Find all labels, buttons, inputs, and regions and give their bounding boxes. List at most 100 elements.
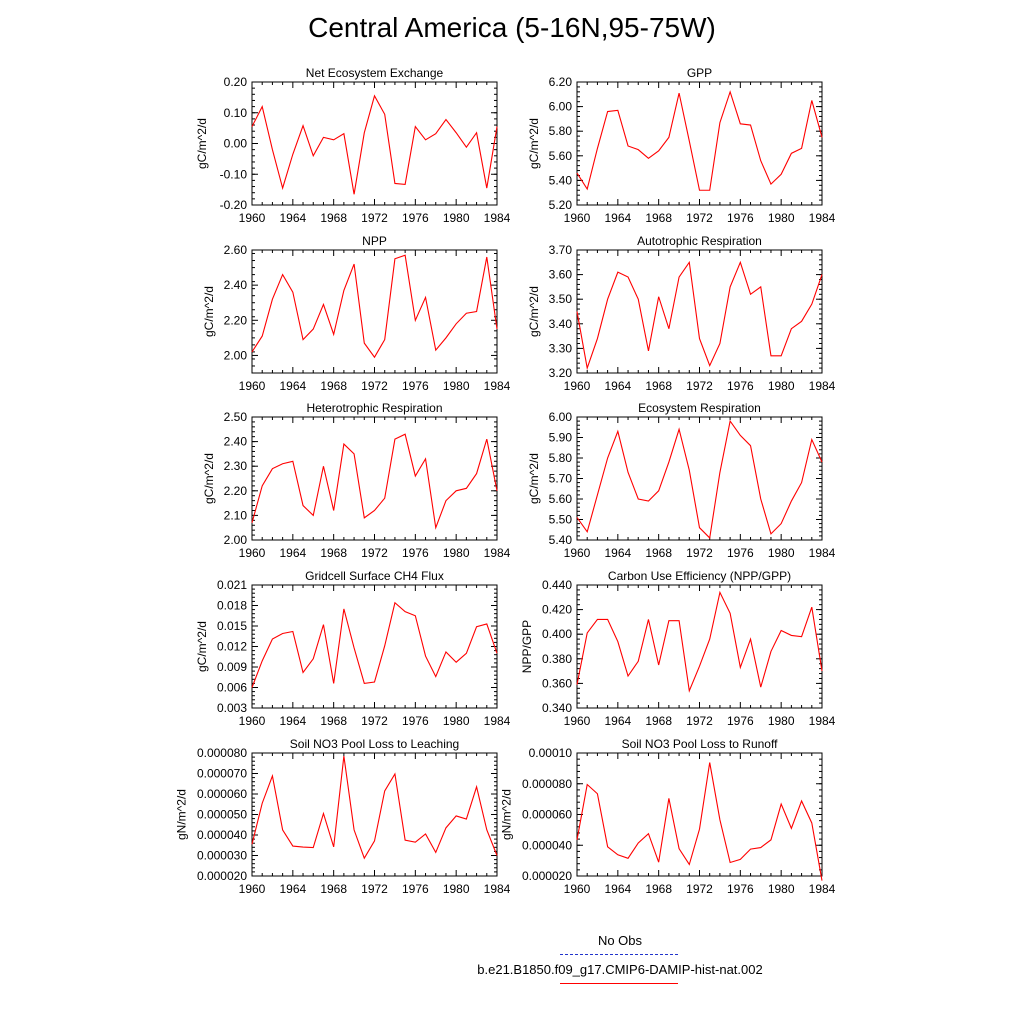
chart-panel-7: Gridcell Surface CH4 Flux 0.003 0.006 0.009… — [195, 569, 511, 728]
series-line — [251, 601, 498, 688]
series-line — [576, 90, 823, 191]
panel-title: NPP — [362, 234, 387, 248]
y-tick-label: 0.380 — [542, 652, 572, 666]
x-tick-label: 1984 — [484, 211, 511, 225]
y-tick-label: 0.000070 — [197, 767, 247, 781]
x-tick-label: 1964 — [279, 211, 306, 225]
x-tick-label: 1964 — [279, 379, 306, 393]
y-tick-label: 2.40 — [224, 435, 248, 449]
y-axis-label: gN/m^2/d — [175, 789, 189, 840]
y-tick-label: 0.021 — [217, 578, 247, 592]
chart-panel-3: NPP 2.00 2.20 2.40 2.60 1960 1964 1968 1972 1976 1… — [202, 234, 511, 393]
x-tick-label: 1960 — [239, 882, 266, 896]
x-tick-label: 1980 — [443, 211, 470, 225]
plot-frame — [576, 584, 823, 709]
y-tick-label: 0.000040 — [522, 838, 572, 852]
y-tick-label: 6.20 — [549, 75, 573, 89]
y-tick-label: 5.80 — [549, 451, 573, 465]
x-tick-label: 1980 — [443, 714, 470, 728]
x-tick-label: 1984 — [484, 546, 511, 560]
x-tick-label: 1980 — [443, 882, 470, 896]
y-tick-label: 2.10 — [224, 508, 248, 522]
chart-panel-8: Carbon Use Efficiency (NPP/GPP) 0.340 0.36… — [520, 569, 836, 728]
y-tick-label: 5.80 — [549, 124, 573, 138]
chart-panel-9: Soil NO3 Pool Loss to Leaching 0.000020 0.… — [175, 737, 511, 896]
y-tick-label: 3.40 — [549, 317, 573, 331]
y-axis-label: gC/m^2/d — [195, 118, 209, 169]
y-tick-label: 3.50 — [549, 292, 573, 306]
figure-title: Central America (5-16N,95-75W) — [308, 12, 716, 43]
y-axis-label: gC/m^2/d — [195, 621, 209, 672]
chart-panel-5: Heterotrophic Respiration 2.00 2.10 2.20 2.3… — [202, 401, 511, 560]
x-tick-label: 1964 — [604, 546, 631, 560]
x-tick-label: 1960 — [564, 714, 591, 728]
y-tick-label: 0.000030 — [197, 849, 247, 863]
x-tick-label: 1984 — [484, 882, 511, 896]
x-tick-label: 1972 — [361, 211, 388, 225]
y-tick-label: 3.60 — [549, 268, 573, 282]
x-tick-label: 1968 — [645, 546, 672, 560]
y-tick-label: 0.006 — [217, 681, 247, 695]
panel-title: Heterotrophic Respiration — [306, 401, 442, 415]
y-axis-label: gC/m^2/d — [527, 453, 541, 504]
plot-frame — [576, 81, 823, 206]
x-tick-label: 1960 — [239, 714, 266, 728]
x-tick-label: 1972 — [686, 882, 713, 896]
x-tick-label: 1972 — [686, 546, 713, 560]
y-tick-label: 3.20 — [549, 366, 573, 380]
panel-title: Ecosystem Respiration — [638, 401, 761, 415]
chart-panel-10: Soil NO3 Pool Loss to Runoff 0.000020 0.00… — [500, 737, 836, 896]
series-line — [251, 433, 498, 530]
plot-frame — [251, 416, 498, 541]
legend-obs-line — [560, 954, 678, 955]
x-tick-label: 1960 — [564, 379, 591, 393]
x-tick-label: 1968 — [320, 546, 347, 560]
x-tick-label: 1972 — [686, 379, 713, 393]
x-tick-label: 1972 — [686, 211, 713, 225]
x-tick-label: 1972 — [361, 546, 388, 560]
y-axis-label: gC/m^2/d — [527, 286, 541, 337]
y-axis-label: NPP/GPP — [520, 620, 534, 673]
y-tick-label: 5.50 — [549, 513, 573, 527]
y-tick-label: 0.400 — [542, 627, 572, 641]
x-tick-label: 1984 — [809, 379, 836, 393]
plot-frame — [251, 249, 498, 374]
plot-frame — [251, 81, 498, 206]
x-tick-label: 1980 — [768, 546, 795, 560]
x-tick-label: 1960 — [239, 211, 266, 225]
x-tick-label: 1968 — [645, 211, 672, 225]
y-tick-label: 5.90 — [549, 431, 573, 445]
y-tick-label: 5.70 — [549, 472, 573, 486]
y-tick-label: 0.015 — [217, 619, 247, 633]
y-tick-label: 2.50 — [224, 410, 248, 424]
y-tick-label: 5.60 — [549, 492, 573, 506]
x-tick-label: 1964 — [604, 714, 631, 728]
series-line — [576, 419, 823, 540]
y-tick-label: 0.20 — [224, 75, 248, 89]
x-tick-label: 1984 — [484, 379, 511, 393]
chart-panel-4: Autotrophic Respiration 3.20 3.30 3.40 3.50 3… — [527, 234, 836, 393]
x-tick-label: 1984 — [809, 211, 836, 225]
series-line — [251, 756, 498, 860]
x-tick-label: 1960 — [564, 882, 591, 896]
x-tick-label: 1976 — [402, 379, 429, 393]
panel-title: GPP — [687, 66, 712, 80]
panel-title: Autotrophic Respiration — [637, 234, 762, 248]
x-tick-label: 1976 — [402, 211, 429, 225]
y-tick-label: 0.000040 — [197, 828, 247, 842]
x-tick-label: 1984 — [809, 882, 836, 896]
x-tick-label: 1968 — [320, 714, 347, 728]
y-axis-label: gC/m^2/d — [202, 453, 216, 504]
chart-panel-6: Ecosystem Respiration 5.40 5.50 5.60 5.70 5.8… — [527, 401, 836, 560]
y-tick-label: 0.000080 — [522, 777, 572, 791]
x-tick-label: 1968 — [645, 379, 672, 393]
x-tick-label: 1968 — [320, 211, 347, 225]
y-tick-label: 5.60 — [549, 149, 573, 163]
y-tick-label: 2.20 — [224, 313, 248, 327]
x-tick-label: 1968 — [645, 882, 672, 896]
y-tick-label: 2.40 — [224, 278, 248, 292]
x-tick-label: 1960 — [564, 546, 591, 560]
y-tick-label: 2.20 — [224, 484, 248, 498]
y-axis-label: gN/m^2/d — [500, 789, 514, 840]
legend-model-label: b.e21.B1850.f09_g17.CMIP6-DAMIP-hist-nat… — [477, 962, 763, 977]
